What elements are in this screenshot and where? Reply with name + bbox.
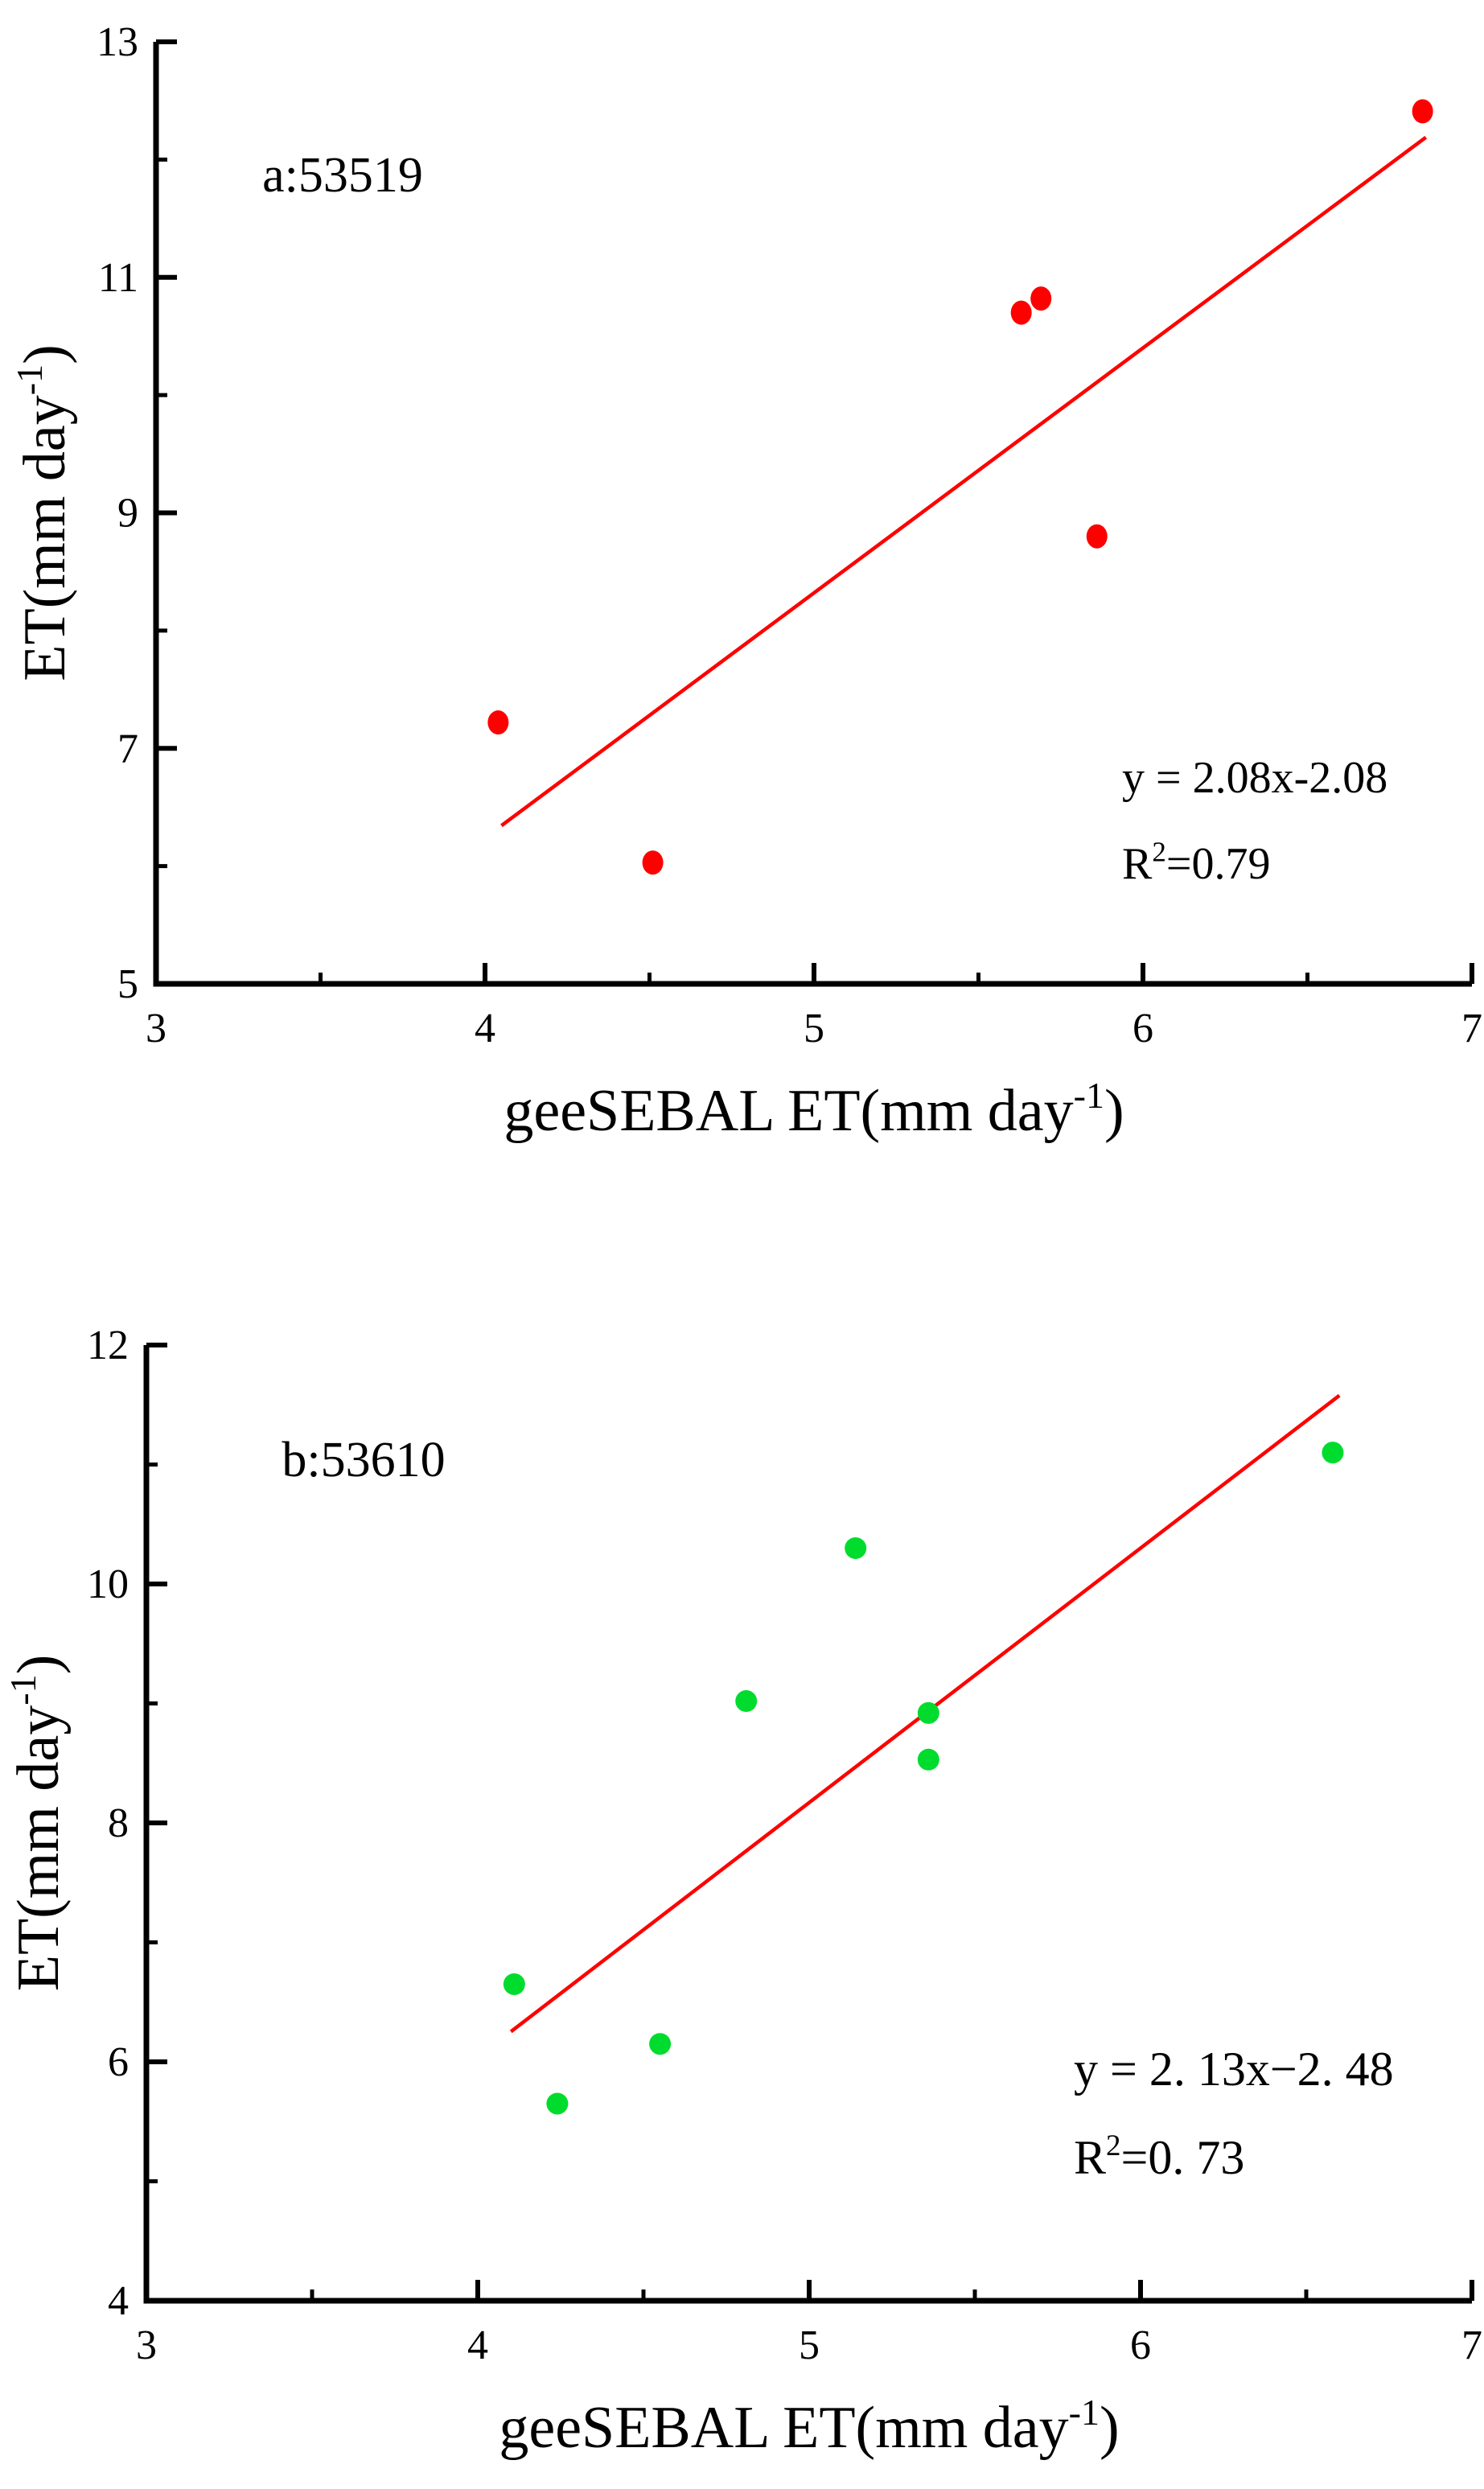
panel-b-data-point-5 bbox=[917, 1701, 939, 1724]
panel-b-r-squared-label: R2=0. 73 bbox=[1074, 2129, 1244, 2184]
panel-b-station-label: b:53610 bbox=[282, 1433, 445, 1487]
panel-b-y-axis-title: ET(mm day-1) bbox=[2, 1655, 72, 1992]
panel-b-x-tick-label: 7 bbox=[1461, 2322, 1482, 2368]
panel-a-y-tick-label: 9 bbox=[117, 491, 138, 537]
panel-b-data-point-0 bbox=[503, 1973, 525, 1995]
panel-a-data-point-5 bbox=[1412, 99, 1433, 124]
panel-b-data-point-1 bbox=[546, 2092, 569, 2115]
panel-a-y-tick-label: 11 bbox=[98, 255, 138, 301]
panel-a-x-axis-title: geeSEBAL ET(mm day-1) bbox=[504, 1075, 1124, 1144]
panel-a-data-point-0 bbox=[487, 710, 509, 735]
panel-b-x-tick-label: 3 bbox=[136, 2322, 157, 2368]
panel-b-data-point-3 bbox=[735, 1690, 758, 1713]
panel-b-data-point-2 bbox=[649, 2033, 672, 2055]
panel-a-equation-label: y = 2.08x-2.08 bbox=[1122, 753, 1387, 803]
panel-b-y-tick-label: 8 bbox=[108, 1800, 129, 1846]
panel-b-x-tick-label: 6 bbox=[1130, 2322, 1151, 2368]
panel-a-y-tick-label: 13 bbox=[97, 19, 138, 65]
panel-a-x-tick-label: 5 bbox=[804, 1006, 824, 1051]
panel-a-data-point-1 bbox=[642, 850, 664, 875]
panel-b-x-tick-label: 5 bbox=[799, 2322, 820, 2368]
panel-a-data-point-2 bbox=[1010, 300, 1032, 325]
panel-a-x-tick-label: 4 bbox=[475, 1006, 495, 1051]
panel-b-x-axis-title: geeSEBAL ET(mm day-1) bbox=[499, 2392, 1119, 2461]
panel-a-data-point-4 bbox=[1086, 524, 1108, 549]
panel-b-y-tick-label: 4 bbox=[108, 2278, 129, 2324]
panel-a-station-label: a:53519 bbox=[262, 148, 423, 203]
panel-b-data-point-4 bbox=[845, 1537, 867, 1559]
panel-b-y-tick-label: 10 bbox=[87, 1561, 129, 1607]
panel-a-y-tick-label: 7 bbox=[117, 726, 138, 771]
panel-b-x-tick-label: 4 bbox=[467, 2322, 488, 2368]
panel-a-data-point-3 bbox=[1030, 286, 1052, 311]
panel-b-y-tick-label: 6 bbox=[108, 2039, 129, 2085]
panel-a-x-tick-label: 6 bbox=[1133, 1006, 1153, 1051]
panel-b-y-tick-label: 12 bbox=[87, 1323, 129, 1368]
panel-a-y-axis-title: ET(mm day-1) bbox=[9, 344, 78, 681]
panel-a-y-tick-label: 5 bbox=[117, 961, 138, 1007]
panel-a-x-tick-label: 7 bbox=[1461, 1006, 1482, 1051]
panel-a-r-squared-label: R2=0.79 bbox=[1122, 837, 1270, 889]
panel-b-equation-label: y = 2. 13x−2. 48 bbox=[1074, 2043, 1394, 2096]
panel-b-data-point-7 bbox=[1322, 1442, 1344, 1464]
panel-a-x-tick-label: 3 bbox=[146, 1006, 166, 1051]
panel-a-fit-line bbox=[500, 135, 1428, 828]
panel-b-data-point-6 bbox=[917, 1748, 939, 1771]
